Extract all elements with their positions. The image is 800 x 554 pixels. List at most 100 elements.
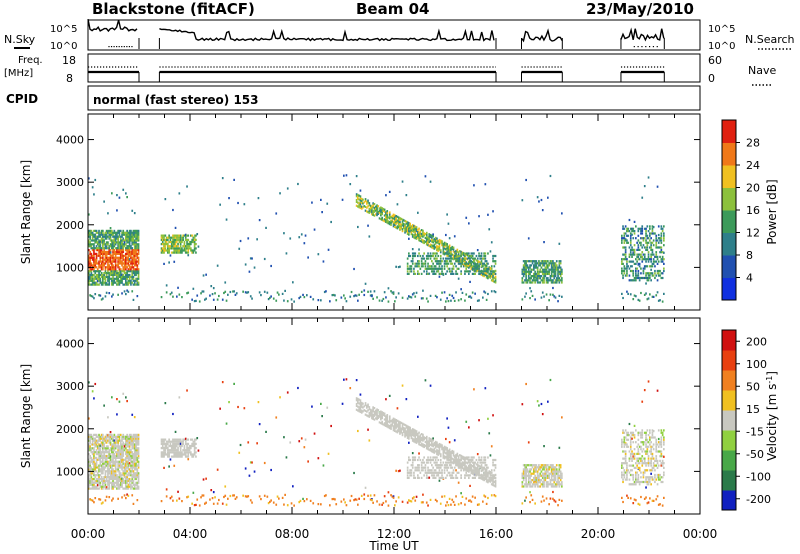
velocity-cell [132,476,135,479]
power-cell [411,224,414,227]
power-cell [419,232,422,235]
velocity-cell [374,413,377,416]
velocity-cell [223,495,225,499]
velocity-cell [94,443,97,446]
velocity-cell [114,445,117,448]
velocity-cell [418,431,420,434]
velocity-cell [132,483,135,486]
velocity-cell [433,456,436,459]
power-cell [545,281,548,284]
velocity-cell [286,504,289,507]
power-cell [103,250,105,254]
velocity-cell [89,483,91,486]
power-cell [470,262,473,265]
power-cell [130,239,132,242]
power-cell [483,267,485,270]
power-cell [119,258,122,261]
velocity-cell [408,471,410,474]
power-cell [428,240,431,244]
power-cell [123,262,126,265]
power-cell [174,247,177,250]
power-cell [492,276,494,279]
power-cell [649,274,651,277]
power-cell [214,292,216,295]
power-cell [554,268,557,271]
power-cell [545,272,548,275]
velocity-cell [112,476,114,479]
power-cell [125,192,127,195]
power-cell [538,200,540,203]
power-cell [540,275,543,278]
power-cell [229,290,232,294]
power-cell [112,279,114,282]
velocity-cell [93,474,95,477]
power-cell [418,252,420,255]
power-cell [257,197,260,200]
velocity-cell [119,477,122,481]
velocity-cell [130,460,132,463]
power-cell [527,279,530,282]
velocity-cell [99,453,102,456]
velocity-cell [102,439,104,442]
velocity-cell [192,444,195,448]
velocity-cell [95,449,98,452]
velocity-cell [132,433,135,436]
power-cell [313,228,316,231]
velocity-cell [98,477,100,481]
power-cell [410,270,413,273]
velocity-cell [98,447,100,450]
power-cell [160,296,163,299]
velocity-cell [133,487,136,490]
velocity-cell [429,458,432,462]
velocity-cell [114,481,117,484]
velocity-cell [89,487,91,490]
velocity-cell [135,454,137,458]
power-cell [623,241,626,244]
power-cell [184,249,187,252]
power-cell [535,272,538,275]
velocity-cell [95,485,98,488]
power-cell [99,231,102,234]
power-cell [130,247,132,250]
power-cell [381,216,383,219]
velocity-cell [188,447,191,450]
power-cell [448,248,451,251]
velocity-cell [100,470,103,473]
power-cell [543,275,545,278]
power-cell [173,251,176,254]
power-cell [179,243,182,246]
power-cell [465,216,468,219]
power-cell [468,295,470,298]
velocity-cell [406,429,409,432]
power-cell [104,245,107,248]
power-cell [561,277,563,280]
power-cell [128,270,131,273]
velocity-cell [118,487,121,490]
power-cell [394,223,396,226]
velocity-cell [128,470,131,473]
power-cell [131,264,134,267]
velocity-cell [386,416,389,419]
power-cell [484,269,487,273]
power-cell [94,262,97,265]
velocity-cell [117,441,119,444]
power-cell [99,233,102,236]
velocity-cell [119,476,122,479]
velocity-cell [94,382,97,386]
power-cell [174,226,177,229]
power-cell [397,216,400,219]
power-cell [552,286,554,290]
velocity-cell [118,485,121,488]
velocity-cell [434,498,437,501]
power-cell [422,297,424,300]
velocity-cell [133,437,136,440]
velocity-cell [163,449,165,452]
power-cell [102,245,104,248]
power-cell [661,251,664,254]
velocity-cell [123,447,126,450]
velocity-cell [181,451,183,454]
power-cell [621,239,623,242]
velocity-cell [111,468,113,471]
velocity-cell [168,451,170,454]
power-cell [126,235,128,238]
